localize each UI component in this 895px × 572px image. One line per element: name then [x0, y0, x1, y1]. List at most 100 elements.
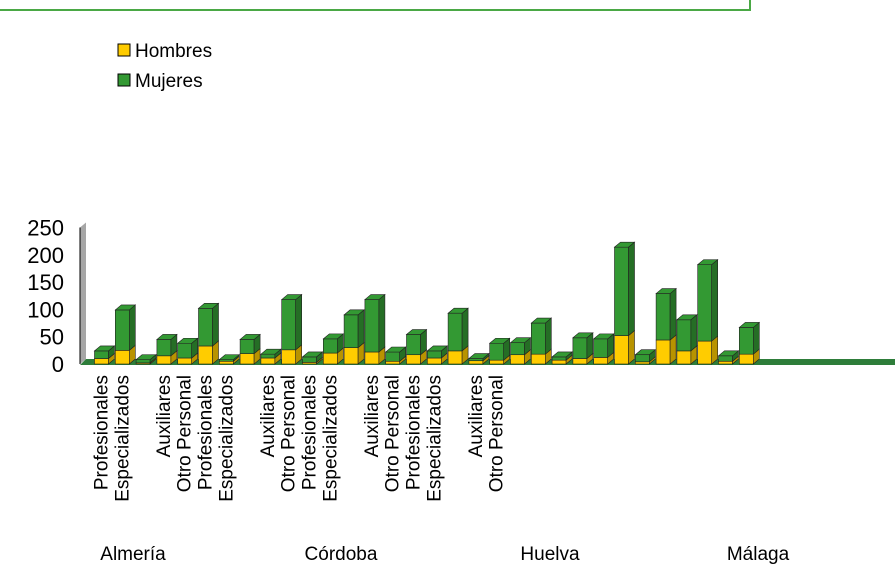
category-label: Otro Personal	[383, 375, 404, 492]
bar-mujeres-top	[301, 351, 324, 358]
bar-stack	[655, 287, 677, 365]
bar-mujeres	[115, 309, 130, 351]
bar-stack	[218, 353, 241, 365]
bar-stack	[156, 333, 178, 365]
bar-mujeres	[94, 350, 109, 359]
bar-mujeres	[239, 339, 255, 354]
bar-hombres	[738, 353, 754, 365]
bar-mujeres	[364, 299, 380, 353]
bar-stack	[634, 349, 657, 365]
bar-mujeres	[489, 342, 505, 361]
bar-mujeres-top	[260, 348, 282, 355]
bar-hombres	[551, 359, 567, 365]
bar-mujeres	[343, 314, 359, 348]
bar-stack	[197, 302, 220, 365]
bar-stack	[135, 353, 157, 365]
bar-stack	[572, 332, 594, 365]
chart-title-box	[0, 0, 751, 11]
bar-hombres	[676, 350, 692, 365]
category-label: Profesionales	[404, 375, 425, 490]
bar-mujeres-top	[738, 322, 761, 328]
bar-stack	[488, 337, 511, 365]
bar-mujeres	[385, 351, 401, 362]
bar-mujeres	[281, 299, 297, 351]
bar-stack	[384, 346, 407, 365]
bar-hombres	[593, 357, 609, 365]
legend-box	[82, 37, 238, 97]
bar-mujeres-top	[135, 354, 157, 360]
category-label: Auxiliares	[258, 375, 279, 457]
bar-hombres	[219, 360, 234, 365]
bar-hombres	[655, 339, 671, 365]
category-label: Auxiliares	[154, 375, 175, 457]
legend-swatch	[117, 43, 131, 57]
bar-mujeres-top	[676, 314, 698, 321]
bar-mujeres-top	[551, 351, 573, 358]
bar-stack	[301, 351, 324, 365]
bar-stack	[717, 350, 740, 365]
bar-mujeres-top	[447, 307, 469, 314]
category-label: Profesionales	[92, 375, 113, 490]
bar-stack	[613, 241, 636, 365]
bar-mujeres-side	[461, 307, 469, 352]
bar-mujeres-top	[343, 309, 365, 316]
bar-stack	[239, 333, 261, 365]
bar-mujeres-side	[752, 321, 760, 355]
bar-mujeres	[468, 358, 484, 362]
category-label: Otro Personal	[487, 375, 508, 492]
category-label: Auxiliares	[362, 375, 383, 457]
category-label: Profesionales	[300, 375, 321, 490]
bar-stack	[551, 351, 573, 365]
y-tick-label: 250	[27, 216, 64, 241]
bar-mujeres-top	[613, 241, 636, 248]
y-tick-label: 50	[40, 325, 64, 350]
bar-mujeres	[593, 338, 609, 358]
bar-mujeres-top	[364, 294, 386, 300]
category-label: Especializados	[216, 375, 237, 502]
bar-stack	[176, 337, 199, 365]
y-tick-label: 200	[27, 243, 64, 268]
bar-mujeres	[655, 293, 671, 341]
bar-mujeres-side	[357, 309, 365, 349]
bar-mujeres-top	[405, 329, 428, 335]
bar-mujeres	[718, 355, 733, 362]
bar-hombres	[614, 335, 629, 365]
group-label: Málaga	[727, 544, 790, 565]
category-label: Otro Personal	[279, 375, 300, 492]
bar-hombres	[468, 360, 484, 365]
category-label: Profesionales	[196, 375, 217, 490]
bar-hombres	[634, 361, 650, 365]
bar-mujeres-top	[218, 354, 241, 360]
bar-mujeres-top	[509, 337, 532, 344]
bar-stack	[509, 337, 532, 365]
bar-hombres	[94, 358, 109, 365]
bar-mujeres-side	[690, 314, 698, 352]
bar-mujeres-side	[711, 258, 719, 342]
bar-mujeres-top	[655, 288, 677, 294]
bar-mujeres-top	[197, 303, 220, 309]
bar-hombres	[385, 360, 401, 365]
group-label: Huelva	[520, 544, 580, 565]
bar-hombres	[156, 355, 172, 365]
bar-mujeres-top	[156, 334, 178, 340]
bar-mujeres-top	[114, 304, 137, 311]
bar-mujeres	[426, 350, 442, 359]
bar-mujeres	[676, 319, 692, 352]
bar-hombres	[697, 340, 713, 365]
bar-hombres	[198, 345, 213, 365]
bar-mujeres	[406, 334, 421, 356]
bar-stack	[592, 333, 615, 365]
bar-mujeres	[697, 264, 713, 342]
bar-mujeres	[260, 353, 276, 359]
bar-hombres	[343, 347, 359, 365]
bar-mujeres	[530, 322, 546, 355]
bar-stack	[696, 258, 719, 365]
bar-mujeres-top	[93, 345, 116, 352]
bar-mujeres-side	[378, 293, 386, 353]
bar-stack	[530, 317, 553, 365]
bar-hombres	[718, 360, 733, 365]
y-tick-label: 100	[27, 297, 64, 322]
bar-mujeres-top	[322, 333, 345, 340]
bar-hombres-side	[628, 329, 635, 365]
bar-mujeres	[322, 338, 338, 354]
